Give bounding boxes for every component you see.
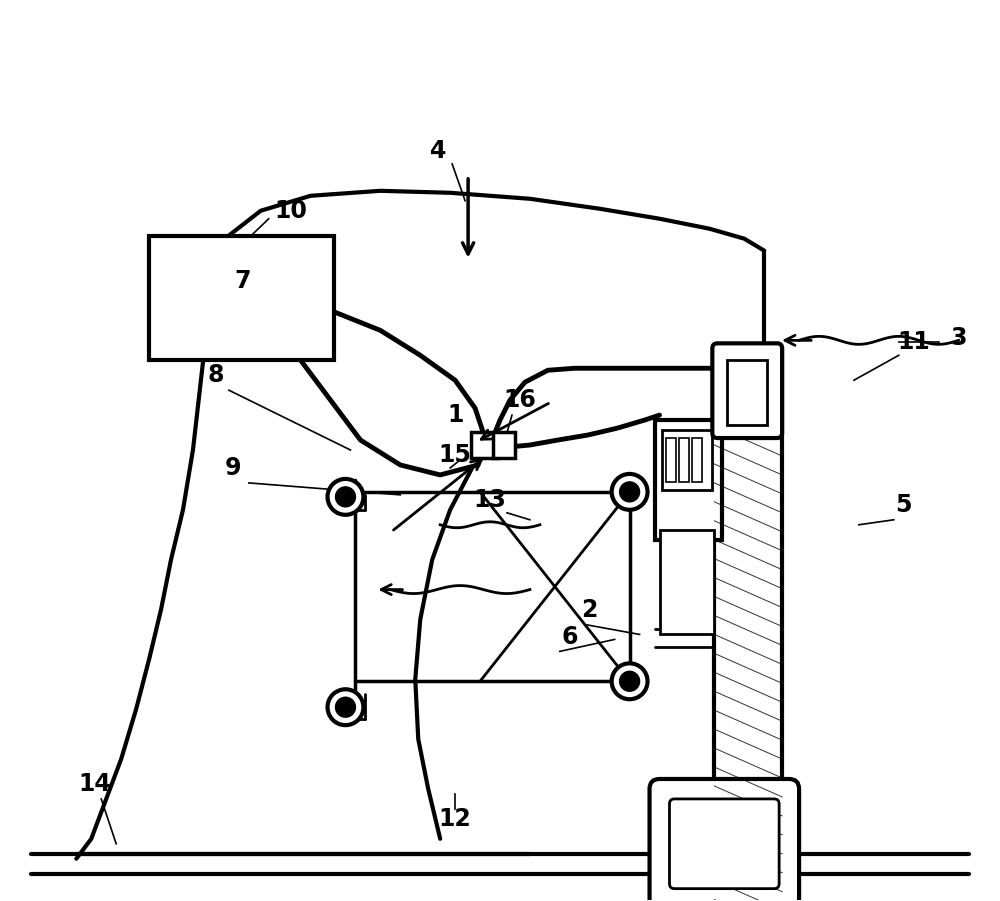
Text: 8: 8 [208,363,224,387]
Circle shape [328,689,363,725]
Circle shape [328,479,363,514]
Text: 2: 2 [582,597,598,622]
Text: 12: 12 [439,807,472,831]
Circle shape [336,697,355,717]
Text: 15: 15 [439,443,472,467]
Text: 1: 1 [447,403,463,427]
Bar [727,360,767,425]
Text: 10: 10 [274,199,307,223]
Text: 7: 7 [235,268,251,293]
Text: 9: 9 [225,456,241,480]
Text: 11: 11 [897,331,930,354]
Text: 14: 14 [78,772,111,796]
Text: 6: 6 [562,625,578,650]
Bar [714,350,782,888]
Bar [655,420,722,540]
Bar [666,438,676,482]
Bar [662,430,712,490]
Text: 16: 16 [504,388,536,412]
FancyBboxPatch shape [650,779,799,901]
Text: 5: 5 [896,493,912,517]
FancyBboxPatch shape [669,799,779,888]
Text: 13: 13 [474,487,506,512]
Text: 4: 4 [430,139,446,163]
FancyBboxPatch shape [712,343,782,438]
Bar [660,530,714,634]
Bar [692,438,702,482]
Circle shape [612,474,648,510]
Bar [471,432,497,458]
Circle shape [620,482,640,502]
Text: 3: 3 [950,326,967,350]
Circle shape [612,663,648,699]
Bar [679,438,689,482]
Circle shape [336,487,355,507]
Bar [714,350,782,888]
Circle shape [620,671,640,691]
Bar [493,432,515,458]
Bar [149,236,334,360]
